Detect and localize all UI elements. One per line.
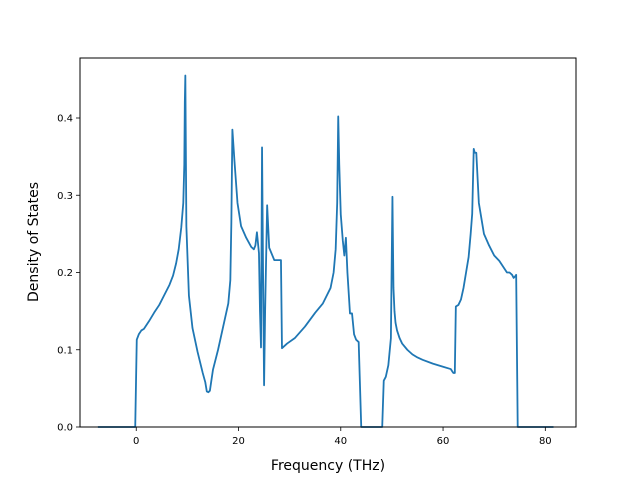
- x-axis-ticks: 0 20 40 60 80: [133, 427, 552, 447]
- x-axis-label: Frequency (THz): [271, 458, 385, 474]
- axes-frame: [79, 57, 577, 428]
- plot-area: [97, 74, 554, 428]
- y-tick-label: 0.4: [57, 114, 73, 125]
- y-tick-label: 0.2: [57, 268, 73, 279]
- y-axis-ticks: 0.0 0.1 0.2 0.3 0.4: [57, 114, 80, 434]
- y-tick-label: 0.3: [57, 191, 73, 202]
- y-tick-label: 0.0: [57, 423, 73, 434]
- y-tick-label: 0.1: [57, 345, 73, 356]
- x-tick-label: 0: [133, 436, 139, 447]
- x-tick-label: 20: [232, 436, 245, 447]
- y-axis-label: Density of States: [26, 182, 42, 302]
- x-tick-label: 60: [437, 436, 450, 447]
- dos-line-series: [97, 74, 554, 428]
- x-tick-label: 40: [334, 436, 347, 447]
- x-tick-label: 80: [539, 436, 552, 447]
